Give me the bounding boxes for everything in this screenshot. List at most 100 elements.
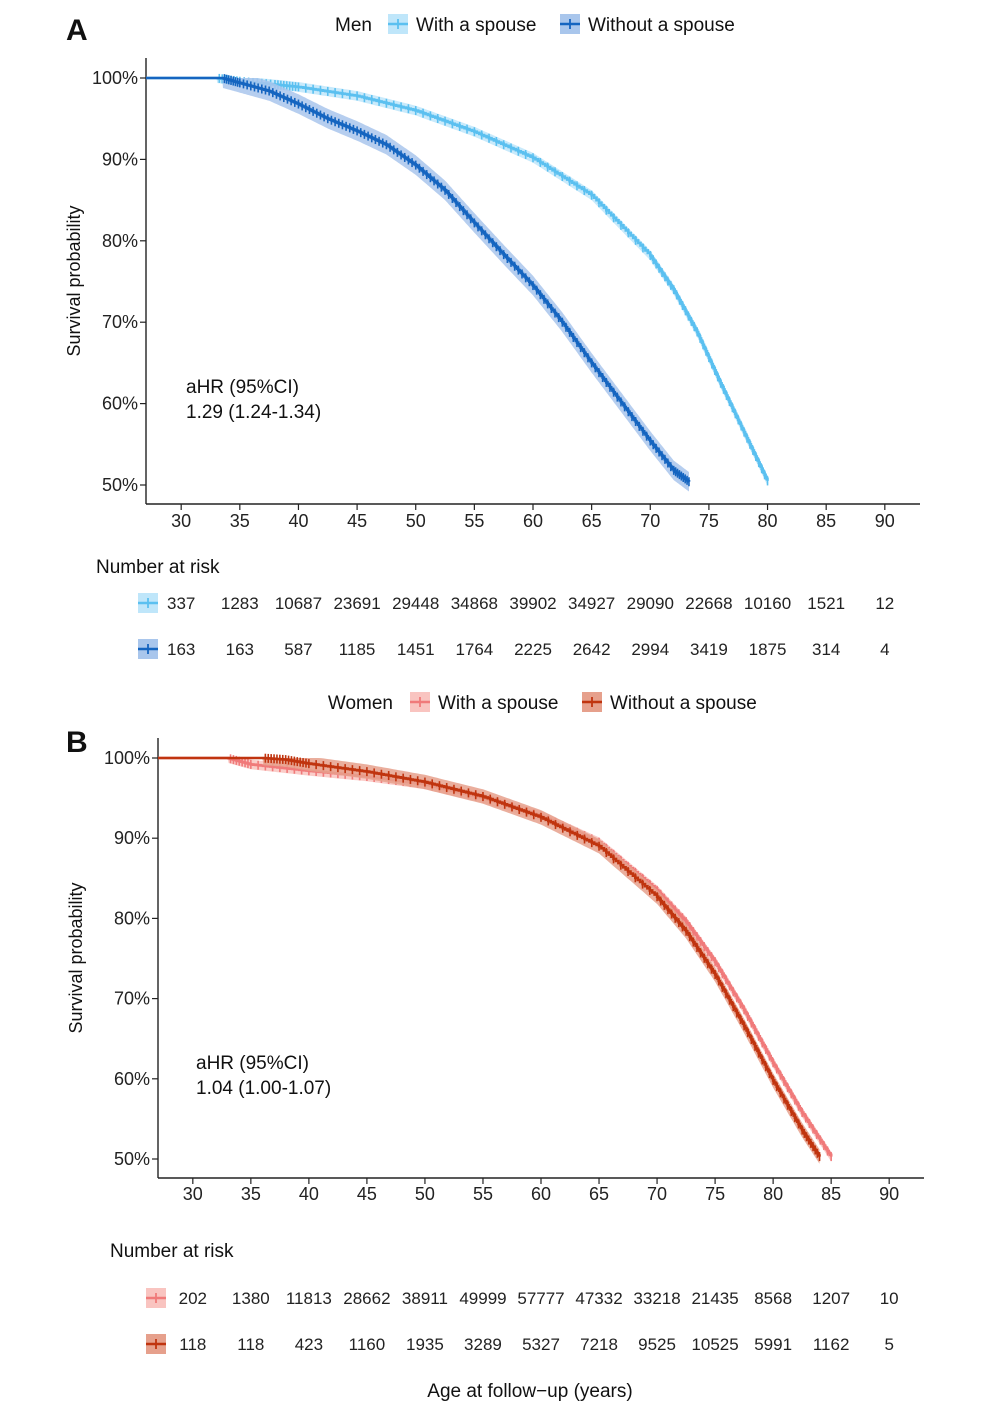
y-tick-label: 100% (92, 68, 138, 88)
risk-value: 1875 (749, 640, 787, 659)
legend-label-0: With a spouse (438, 693, 558, 714)
risk-value: 202 (179, 1289, 207, 1308)
risk-value: 1521 (807, 594, 845, 613)
y-tick-label: 60% (102, 394, 138, 414)
ahr-value: 1.29 (1.24-1.34) (186, 402, 321, 423)
risk-value: 118 (179, 1335, 206, 1354)
ci-band (158, 758, 832, 1162)
risk-value: 1160 (349, 1335, 386, 1354)
x-tick-label: 30 (183, 1184, 203, 1204)
risk-value: 314 (812, 640, 840, 659)
risk-value: 10687 (275, 594, 322, 613)
panel-B: B Women With a spouse Without a spouse 100% 9… (66, 692, 924, 1354)
risk-value: 28662 (343, 1289, 390, 1308)
panel-label-B: B (66, 726, 88, 759)
risk-value: 7218 (580, 1335, 618, 1354)
y-tick-label: 50% (102, 475, 138, 495)
risk-value: 1283 (221, 594, 259, 613)
risk-value: 39902 (509, 594, 556, 613)
x-tick-label: 75 (699, 511, 719, 531)
x-tick-label: 55 (473, 1184, 493, 1204)
risk-value: 12 (875, 594, 894, 613)
legend-label-1: Without a spouse (588, 15, 735, 36)
risk-value: 23691 (333, 594, 380, 613)
x-tick-label: 40 (288, 511, 308, 531)
risk-value: 33218 (633, 1289, 680, 1308)
risk-value: 57777 (517, 1289, 564, 1308)
x-tick-label: 50 (406, 511, 426, 531)
x-tick-label: 85 (821, 1184, 841, 1204)
ahr-label: aHR (95%CI) (196, 1053, 309, 1074)
y-tick-label: 90% (102, 149, 138, 169)
y-tick-label: 100% (104, 748, 150, 768)
risk-value: 1935 (406, 1335, 444, 1354)
legend-title: Men (335, 15, 372, 36)
panel-A: A Men With a spouse Without a spouse 100% 90%… (64, 14, 920, 659)
legend: Women With a spouse Without a spouse (328, 692, 757, 714)
x-tick-label: 90 (879, 1184, 899, 1204)
risk-value: 5 (884, 1335, 893, 1354)
x-axis-title: Age at follow−up (years) (427, 1381, 632, 1402)
series-0 (158, 754, 833, 1162)
y-axis-title: Survival probability (66, 882, 86, 1033)
risk-value: 2994 (631, 640, 669, 659)
risk-value: 10160 (744, 594, 791, 613)
series-1 (146, 74, 691, 492)
risk-value: 423 (295, 1335, 323, 1354)
risk-value: 10 (880, 1289, 899, 1308)
ahr-label: aHR (95%CI) (186, 377, 299, 398)
risk-value: 5327 (522, 1335, 560, 1354)
y-tick-label: 70% (114, 989, 150, 1009)
x-tick-label: 80 (758, 511, 778, 531)
risk-value: 1207 (812, 1289, 850, 1308)
x-tick-label: 45 (357, 1184, 377, 1204)
series-0 (146, 73, 769, 486)
x-tick-label: 35 (230, 511, 250, 531)
risk-value: 11813 (286, 1289, 332, 1308)
x-tick-label: 70 (640, 511, 660, 531)
risk-value: 2225 (514, 640, 552, 659)
y-tick-label: 50% (114, 1149, 150, 1169)
y-tick-label: 80% (102, 231, 138, 251)
risk-value: 29090 (627, 594, 674, 613)
risk-value: 2642 (573, 640, 611, 659)
x-tick-label: 50 (415, 1184, 435, 1204)
y-axis-title: Survival probability (64, 205, 84, 356)
x-tick-label: 65 (582, 511, 602, 531)
x-tick-label: 45 (347, 511, 367, 531)
y-tick-label: 80% (114, 908, 150, 928)
legend-label-1: Without a spouse (610, 693, 757, 714)
x-tick-label: 85 (816, 511, 836, 531)
risk-value: 47332 (575, 1289, 622, 1308)
x-tick-label: 90 (875, 511, 895, 531)
panel-label-A: A (66, 14, 88, 47)
risk-value: 34868 (451, 594, 498, 613)
legend: Men With a spouse Without a spouse (335, 14, 735, 36)
x-tick-label: 75 (705, 1184, 725, 1204)
y-tick-label: 90% (114, 828, 150, 848)
x-tick-label: 65 (589, 1184, 609, 1204)
risk-value: 9525 (638, 1335, 676, 1354)
x-tick-label: 60 (523, 511, 543, 531)
risk-value: 163 (226, 640, 254, 659)
risk-value: 5991 (754, 1335, 792, 1354)
risk-value: 21435 (691, 1289, 738, 1308)
risk-value: 4 (880, 640, 889, 659)
x-tick-label: 55 (464, 511, 484, 531)
x-tick-label: 80 (763, 1184, 783, 1204)
ci-band (146, 78, 768, 486)
risk-value: 337 (167, 594, 195, 613)
x-tick-label: 70 (647, 1184, 667, 1204)
risk-value: 587 (284, 640, 312, 659)
risk-value: 8568 (754, 1289, 792, 1308)
risk-value: 29448 (392, 594, 439, 613)
risk-value: 34927 (568, 594, 615, 613)
ci-band (158, 758, 820, 1164)
risk-table: Number at risk 202 1380 11813 28662 38911 4999… (110, 1241, 899, 1354)
risk-table-title: Number at risk (96, 557, 220, 578)
risk-value: 38911 (402, 1289, 448, 1308)
legend-title: Women (328, 693, 393, 714)
x-tick-label: 35 (241, 1184, 261, 1204)
risk-table: Number at risk 337 1283 10687 23691 29448 3486… (96, 557, 894, 659)
